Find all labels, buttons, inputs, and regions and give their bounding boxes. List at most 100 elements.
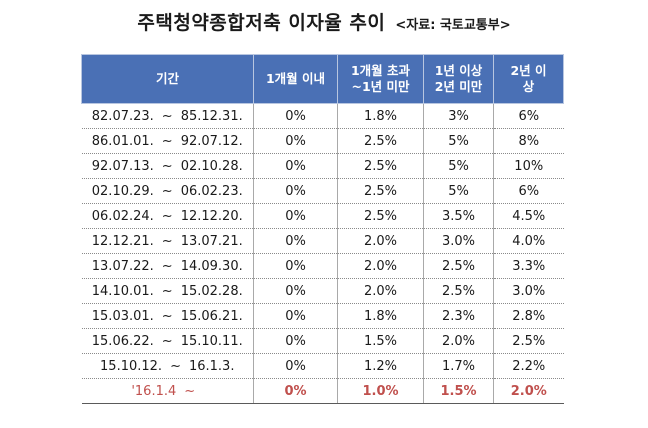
header-label: 2년 이 [510,63,547,78]
rate-cell: 1.0% [337,378,424,404]
period-separator: ~ [161,208,173,224]
period-cell: 15.10.12. ~16.1.3. [81,353,254,379]
period-end: 16.1.3. [188,358,235,374]
header-label: 1개월 이내 [265,71,326,86]
table-row: 13.07.22. ~14.09.30. 0% 2.0% 2.5% 3.3% [81,253,564,279]
period-cell: '16.1.4 ~ [81,378,254,404]
rate-cell: 10% [493,153,564,179]
period-cell: 02.10.29. ~06.02.23. [81,178,254,204]
rate-cell: 2.0% [337,253,424,279]
period-start: 15.03.01. [91,308,154,324]
period-start: 82.07.23. [91,108,154,124]
period-end: 15.02.28. [180,283,243,299]
header-label: 2년 미만 [434,79,483,94]
rate-cell: 5% [423,178,494,204]
period-start: 13.07.22. [91,258,154,274]
rate-cell: 0% [253,353,338,379]
period-start: 86.01.01. [91,133,154,149]
rate-cell: 2.5% [337,128,424,154]
header-label: 상 [522,79,535,94]
period-separator: ~ [184,383,196,399]
rate-cell: 2.5% [423,253,494,279]
rate-cell: 1.5% [423,378,494,404]
period-end: 02.10.28. [180,158,243,174]
period-separator: ~ [161,108,173,124]
rate-cell: 2.0% [337,228,424,254]
rate-cell: 0% [253,328,338,354]
rate-cell: 6% [493,103,564,129]
table-row: '16.1.4 ~0% 1.0% 1.5% 2.0% [81,378,564,404]
rate-cell: 4.5% [493,203,564,229]
rate-cell: 2.5% [493,328,564,354]
period-start: 06.02.24. [91,208,154,224]
period-end: 15.10.11. [180,333,243,349]
rate-cell: 0% [253,303,338,329]
table-row: 86.01.01. ~92.07.12. 0% 2.5% 5% 8% [81,128,564,154]
period-separator: ~ [161,183,173,199]
rate-cell: 3.5% [423,203,494,229]
table-body: 82.07.23. ~85.12.31. 0% 1.8% 3% 6% 86.01.01. ~9… [81,103,564,404]
table-row: 02.10.29. ~06.02.23. 0% 2.5% 5% 6% [81,178,564,204]
rate-cell: 1.7% [423,353,494,379]
source-note: <자료: 국토교통부> [395,18,511,33]
rate-cell: 3% [423,103,494,129]
rate-cell: 0% [253,178,338,204]
rate-cell: 2.0% [337,278,424,304]
rate-cell: 3.0% [423,228,494,254]
period-cell: 92.07.13. ~02.10.28. [81,153,254,179]
rate-cell: 2.5% [423,278,494,304]
column-header-0: 기간 [81,54,254,104]
header-label: 기간 [155,71,179,86]
rate-cell: 2.3% [423,303,494,329]
period-cell: 82.07.23. ~85.12.31. [81,103,254,129]
period-separator: ~ [161,258,173,274]
period-separator: ~ [161,133,173,149]
rate-cell: 1.5% [337,328,424,354]
rate-cell: 1.8% [337,303,424,329]
title-text: 주택청약종합저축 이자율 추이 [137,12,386,34]
header-label: 1개월 초과 [350,63,411,78]
rate-cell: 0% [253,228,338,254]
rate-cell: 0% [253,253,338,279]
table-row: 14.10.01. ~15.02.28. 0% 2.0% 2.5% 3.0% [81,278,564,304]
period-end: 14.09.30. [180,258,243,274]
rate-cell: 3.3% [493,253,564,279]
period-start: 12.12.21. [91,233,154,249]
rate-cell: 1.8% [337,103,424,129]
rate-cell: 0% [253,128,338,154]
period-end: 15.06.21. [180,308,243,324]
rate-cell: 4.0% [493,228,564,254]
column-header-3: 1년 이상 2년 미만 [423,54,494,104]
period-cell: 06.02.24. ~12.12.20. [81,203,254,229]
period-separator: ~ [161,158,173,174]
table-row: 15.06.22. ~15.10.11. 0% 1.5% 2.0% 2.5% [81,328,564,354]
period-end: 92.07.12. [180,133,243,149]
period-cell: 15.06.22. ~15.10.11. [81,328,254,354]
rate-cell: 6% [493,178,564,204]
period-cell: 13.07.22. ~14.09.30. [81,253,254,279]
period-cell: 86.01.01. ~92.07.12. [81,128,254,154]
period-separator: ~ [161,283,173,299]
period-cell: 12.12.21. ~13.07.21. [81,228,254,254]
table-row: 15.03.01. ~15.06.21. 0% 1.8% 2.3% 2.8% [81,303,564,329]
rate-cell: 0% [253,378,338,404]
period-start: 14.10.01. [91,283,154,299]
column-header-2: 1개월 초과 ~1년 미만 [337,54,424,104]
rate-cell: 2.2% [493,353,564,379]
table-row: 12.12.21. ~13.07.21. 0% 2.0% 3.0% 4.0% [81,228,564,254]
rate-cell: 2.0% [493,378,564,404]
rate-cell: 0% [253,278,338,304]
rate-cell: 2.8% [493,303,564,329]
period-start: '16.1.4 [131,383,177,399]
rate-cell: 8% [493,128,564,154]
rate-cell: 0% [253,153,338,179]
rate-cell: 2.0% [423,328,494,354]
period-separator: ~ [170,358,181,374]
period-cell: 15.03.01. ~15.06.21. [81,303,254,329]
period-end: 85.12.31. [180,108,243,124]
period-start: 15.10.12. [100,358,163,374]
period-separator: ~ [161,333,173,349]
